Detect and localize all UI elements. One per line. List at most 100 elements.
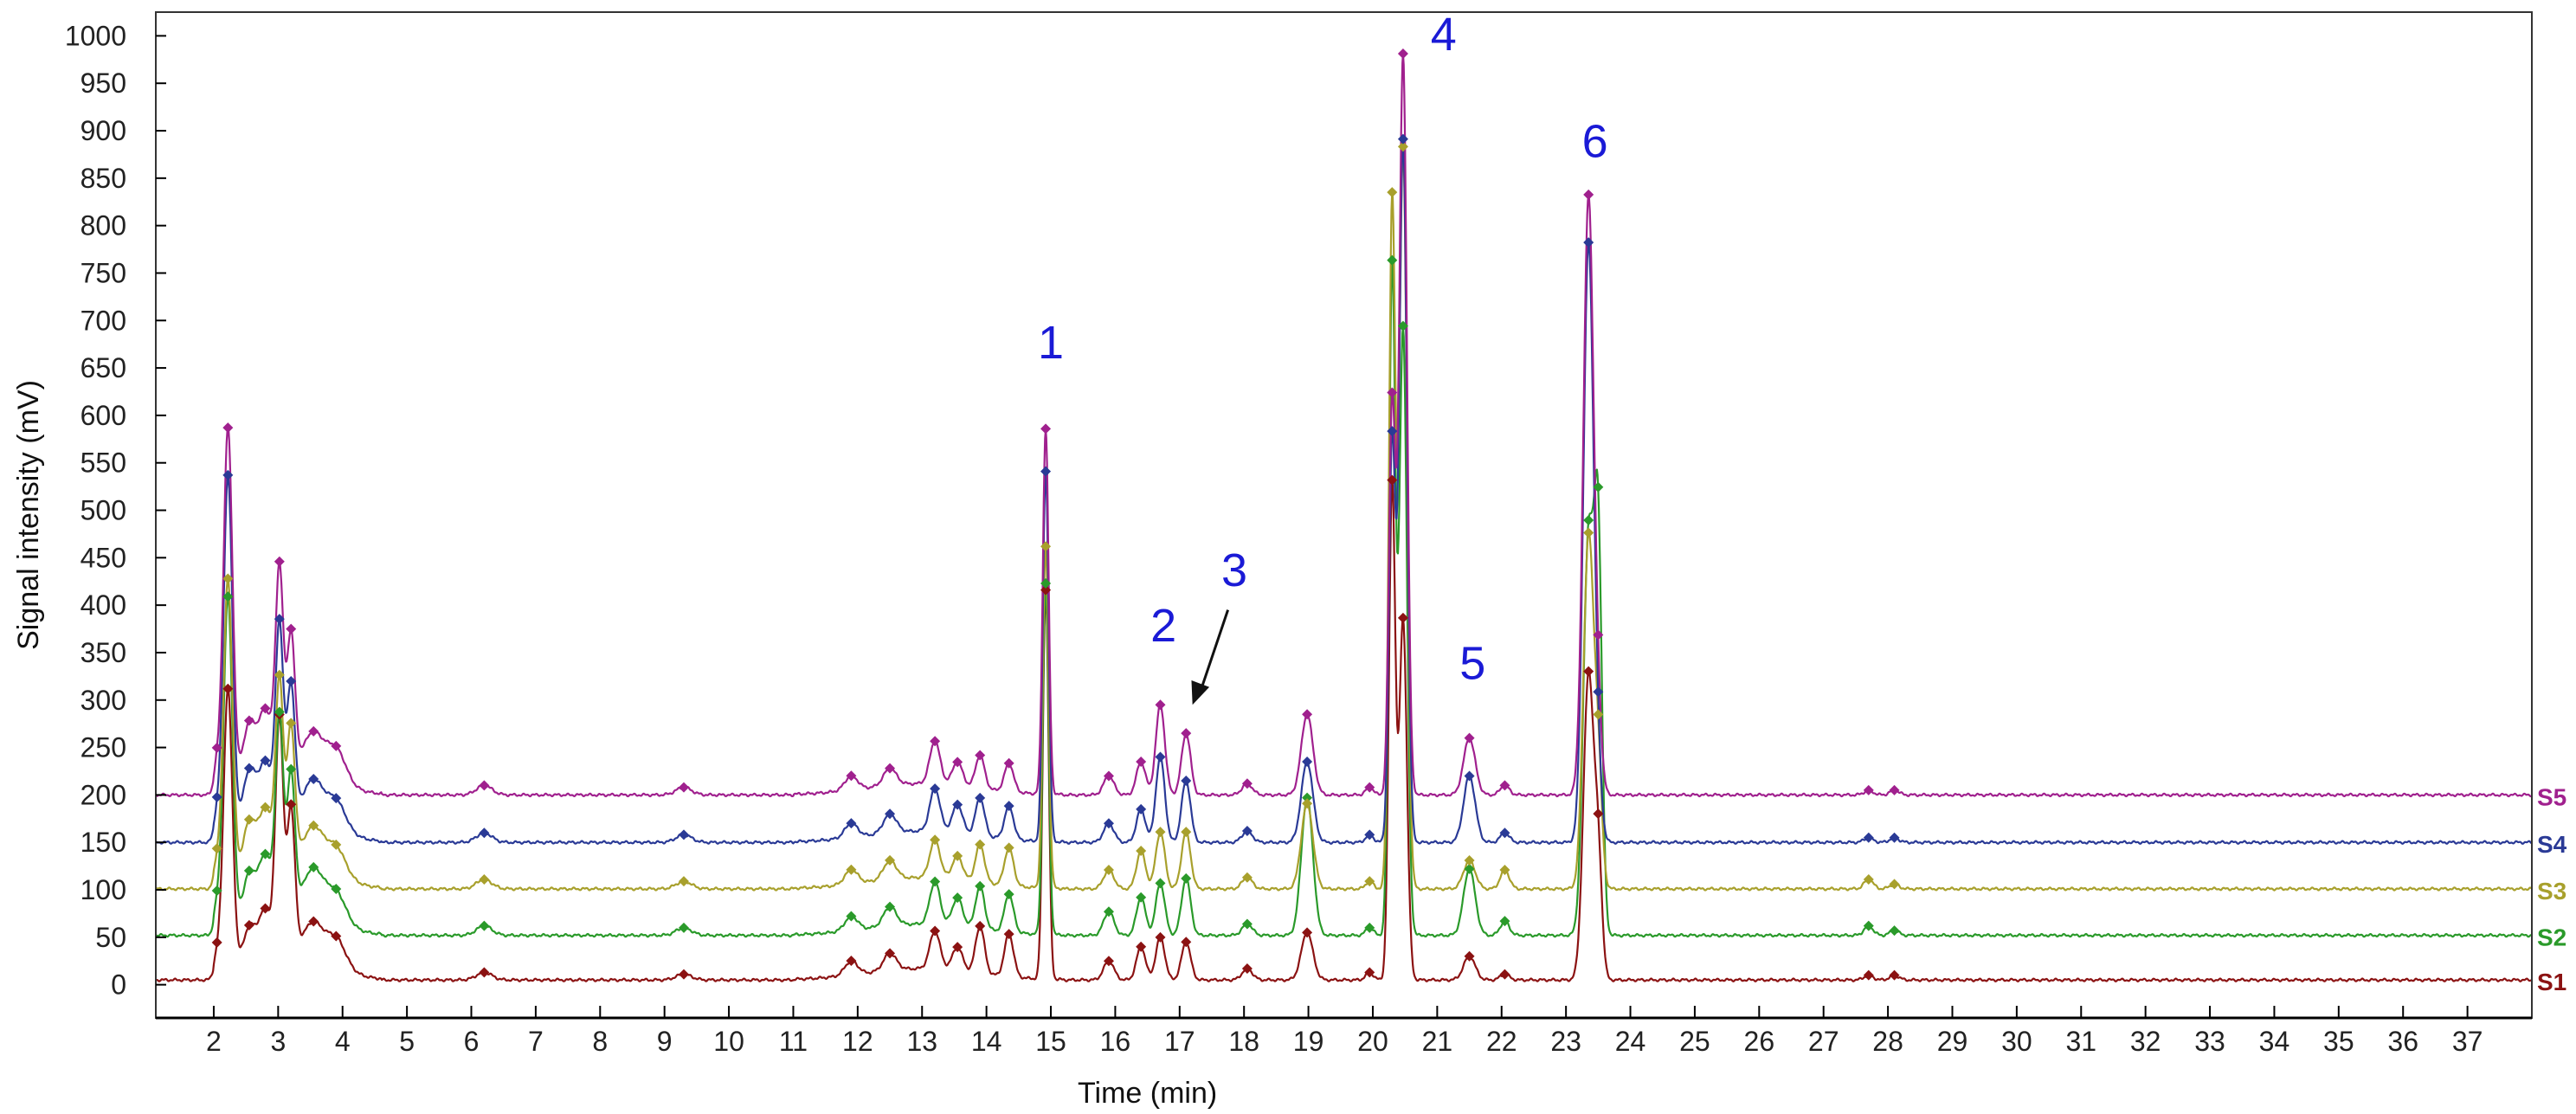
peak-marker-s4 (1889, 832, 1900, 843)
peak-marker-s5 (331, 740, 342, 751)
peak-marker-s4 (243, 763, 254, 774)
peak-marker-s2 (1103, 906, 1114, 918)
peak-marker-s4 (1003, 801, 1014, 812)
peak-marker-s4 (1499, 827, 1510, 839)
peak-marker-s3 (479, 873, 490, 885)
peak-marker-s5 (1040, 423, 1052, 435)
x-tick-label: 26 (1744, 1026, 1775, 1057)
peak-label-5: 5 (1459, 638, 1485, 690)
peak-marker-s3 (1155, 827, 1166, 838)
peak-marker-s3 (930, 834, 941, 846)
peak-marker-s5 (286, 623, 297, 634)
peak-marker-s4 (846, 818, 857, 829)
peak-marker-s3 (1003, 842, 1014, 853)
x-tick-label: 20 (1357, 1026, 1388, 1057)
peak-marker-s2 (274, 706, 285, 718)
peak-marker-s4 (260, 755, 271, 766)
y-tick-label: 1000 (65, 20, 126, 51)
peak-marker-s5 (1302, 709, 1313, 720)
x-tick-label: 17 (1164, 1026, 1195, 1057)
series-label-s3: S3 (2537, 878, 2566, 905)
peak-marker-s1 (1593, 808, 1604, 820)
peak-marker-s1 (286, 799, 297, 810)
peak-marker-s3 (1499, 864, 1510, 875)
peak-marker-s3 (1040, 541, 1052, 552)
peak-marker-s3 (1397, 141, 1408, 152)
peak-marker-s4 (930, 783, 941, 795)
x-tick-label: 15 (1035, 1026, 1066, 1057)
y-tick-label: 350 (80, 637, 126, 668)
peak-marker-s2 (1181, 873, 1192, 884)
peak-marker-s4 (1103, 818, 1114, 829)
series-label-s4: S4 (2537, 831, 2567, 858)
peak-marker-s4 (308, 774, 319, 785)
peak-marker-s3 (1464, 855, 1475, 866)
peak-marker-s2 (1155, 878, 1166, 889)
peak-marker-s3 (679, 876, 689, 887)
peak-marker-s4 (1155, 751, 1166, 763)
x-tick-label: 12 (842, 1026, 873, 1057)
peak-marker-s1 (479, 967, 490, 978)
peak-marker-s1 (1387, 474, 1398, 486)
x-tick-label: 34 (2259, 1026, 2290, 1057)
peak-marker-s5 (1464, 732, 1475, 744)
x-tick-label: 30 (2001, 1026, 2032, 1057)
peak-marker-s1 (260, 903, 271, 914)
peak-label-1: 1 (1038, 317, 1064, 369)
peak-marker-s1 (1863, 969, 1874, 981)
x-tick-label: 24 (1615, 1026, 1646, 1057)
peak-marker-s4 (679, 829, 689, 840)
peak-marker-s3 (260, 802, 271, 813)
peak-marker-s5 (1136, 757, 1147, 768)
peak-marker-s1 (331, 930, 342, 942)
peak-marker-s3 (308, 820, 319, 831)
peak-marker-s2 (1889, 925, 1900, 937)
peak-marker-s1 (308, 916, 319, 927)
x-tick-label: 27 (1808, 1026, 1839, 1057)
x-tick-label: 28 (1872, 1026, 1903, 1057)
peak-marker-s2 (479, 920, 490, 931)
peak-marker-s2 (1397, 320, 1408, 332)
peak-marker-s4 (1583, 237, 1594, 248)
peak-marker-s2 (331, 884, 342, 895)
series-label-s1: S1 (2537, 969, 2566, 995)
peak-marker-s4 (975, 792, 986, 803)
peak-marker-s1 (679, 969, 689, 980)
peak-marker-s5 (1364, 782, 1375, 793)
y-tick-label: 900 (80, 115, 126, 146)
peak-marker-s1 (885, 948, 896, 959)
peak-marker-s2 (975, 880, 986, 892)
peak-marker-s3 (1302, 798, 1313, 809)
peak-marker-s4 (1364, 829, 1375, 840)
peak-marker-s2 (1583, 514, 1594, 525)
peak-marker-s3 (222, 573, 234, 584)
peak-marker-s1 (1103, 956, 1114, 967)
peak-label-4: 4 (1431, 9, 1457, 61)
peak-marker-s4 (222, 469, 234, 480)
peak-markers (211, 48, 1900, 981)
peak-marker-s2 (1499, 916, 1510, 927)
peak-marker-s4 (286, 675, 297, 686)
y-tick-label: 850 (80, 163, 126, 194)
y-tick-label: 700 (80, 305, 126, 336)
peak-marker-s3 (1136, 846, 1147, 857)
peak-marker-s4 (1593, 686, 1604, 698)
peak-marker-s1 (222, 683, 234, 694)
x-tick-label: 13 (906, 1026, 937, 1057)
peak-marker-s5 (274, 556, 285, 567)
peak-marker-s2 (260, 848, 271, 860)
x-tick-label: 37 (2452, 1026, 2483, 1057)
x-tick-label: 16 (1100, 1026, 1131, 1057)
x-tick-label: 31 (2065, 1026, 2096, 1057)
peak-3-arrow (1198, 609, 1230, 695)
peak-marker-s5 (1499, 780, 1510, 791)
peak-marker-s4 (211, 791, 222, 802)
peak-marker-s5 (479, 780, 490, 791)
peak-marker-s4 (274, 614, 285, 625)
peak-marker-s2 (1364, 922, 1375, 933)
peak-marker-s1 (1155, 931, 1166, 943)
x-tick-label: 10 (713, 1026, 744, 1057)
peak-marker-s3 (331, 839, 342, 850)
peak-marker-s1 (1040, 584, 1052, 596)
